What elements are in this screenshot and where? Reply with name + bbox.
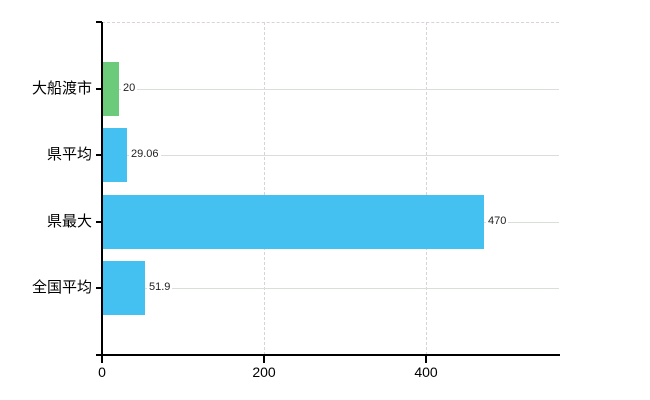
bar xyxy=(103,261,145,315)
y-axis-category-label: 県平均 xyxy=(46,146,92,163)
y-axis-category-label: 全国平均 xyxy=(31,279,92,296)
x-axis-tick xyxy=(425,355,427,363)
y-axis-category-label: 県最大 xyxy=(46,213,92,230)
x-axis-tick-label: 400 xyxy=(414,364,438,380)
y-axis-tick xyxy=(96,287,102,289)
y-axis-tick xyxy=(96,88,102,90)
x-axis-tick xyxy=(263,355,265,363)
gridline-horizontal xyxy=(102,288,559,289)
bar-value-label: 29.06 xyxy=(129,148,161,161)
bar-value-label: 51.9 xyxy=(147,281,173,294)
x-axis-tick-label: 0 xyxy=(98,364,106,380)
y-axis-line xyxy=(101,22,103,363)
gridline-vertical xyxy=(426,22,427,355)
bar xyxy=(103,128,127,182)
x-axis-line xyxy=(96,354,560,356)
y-axis-top-tick xyxy=(96,21,102,23)
bar-value-label: 20 xyxy=(121,82,138,95)
plot-top-dashed-line xyxy=(102,22,559,23)
bar xyxy=(103,62,119,116)
gridline-horizontal xyxy=(102,155,559,156)
bar xyxy=(103,195,484,249)
y-axis-tick xyxy=(96,154,102,156)
y-axis-tick xyxy=(96,221,102,223)
gridline-vertical xyxy=(264,22,265,355)
x-axis-tick xyxy=(101,355,103,363)
gridline-horizontal xyxy=(102,89,559,90)
x-axis-tick-label: 200 xyxy=(252,364,276,380)
y-axis-category-label: 大船渡市 xyxy=(31,80,92,97)
bar-value-label: 470 xyxy=(486,215,509,228)
